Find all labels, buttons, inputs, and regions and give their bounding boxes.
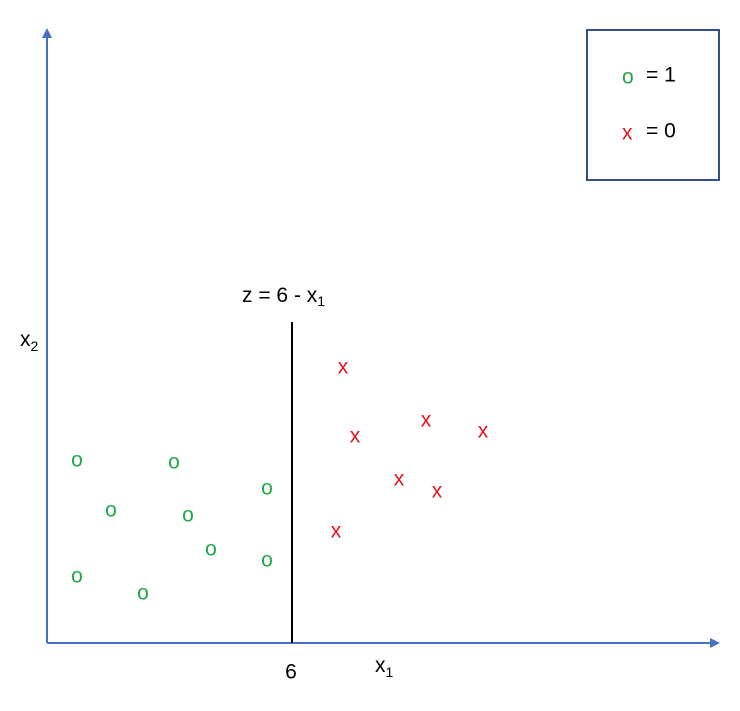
point-class-1: o <box>71 449 83 472</box>
point-class-0: x <box>394 468 405 491</box>
point-class-1: o <box>71 565 83 588</box>
point-class-0: x <box>331 520 342 543</box>
point-class-0: x <box>478 420 489 443</box>
point-class-1: o <box>261 549 273 572</box>
point-class-1: o <box>205 538 217 561</box>
point-class-0: x <box>432 480 443 503</box>
legend-marker: x <box>622 122 633 145</box>
x-axis-label: x1 <box>375 654 394 680</box>
legend-marker: o <box>622 66 634 89</box>
legend-label: = 0 <box>646 120 676 143</box>
point-class-1: o <box>182 504 194 527</box>
boundary-label: z = 6 - x1 <box>242 284 325 309</box>
point-class-0: x <box>421 409 432 432</box>
point-class-1: o <box>137 582 149 605</box>
boundary-tick: 6 <box>285 661 297 684</box>
legend-label: = 1 <box>646 64 676 87</box>
point-class-0: x <box>350 425 361 448</box>
point-class-1: o <box>261 477 273 500</box>
point-class-1: o <box>168 451 180 474</box>
point-class-1: o <box>105 499 117 522</box>
point-class-0: x <box>338 356 349 379</box>
y-axis-label: x2 <box>20 328 39 354</box>
legend-box <box>586 29 720 181</box>
